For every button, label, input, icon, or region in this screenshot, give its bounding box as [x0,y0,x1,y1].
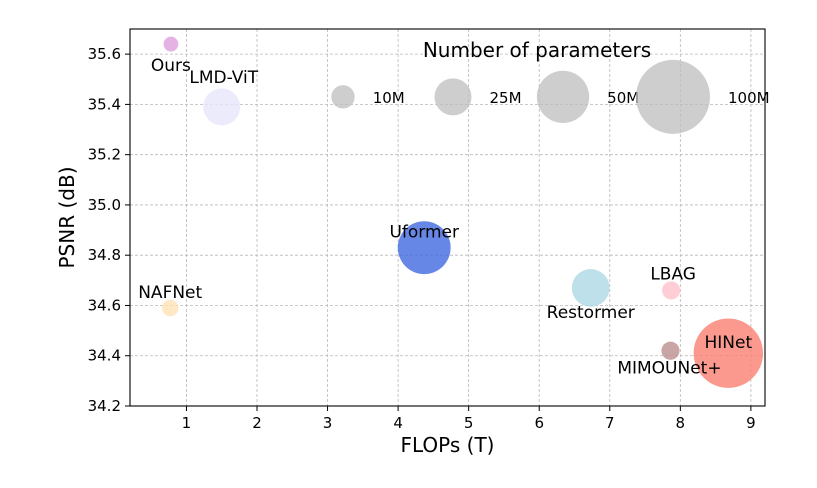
x-tick-label: 3 [323,414,333,432]
bubble-mimounet- [661,341,680,360]
bubble-nafnet [161,299,179,317]
legend-bubble [536,70,590,124]
point-label: LMD-ViT [189,68,258,88]
bubble-uformer [397,221,451,275]
y-axis-label: PSNR (dB) [55,167,79,269]
point-label: Uformer [389,223,459,243]
x-tick-label: 8 [676,414,686,432]
bubble-lbag [662,281,681,300]
x-tick-label: 9 [746,414,756,432]
y-tick-label: 34.6 [88,296,121,314]
bubble-restormer [571,269,610,307]
x-tick-label: 2 [252,414,262,432]
point-label: LBAG [650,264,696,284]
legend-label: 50M [607,89,639,107]
y-tick-label: 35.4 [88,95,121,113]
legend-label: 100M [728,89,770,107]
y-tick-label: 34.2 [88,397,121,415]
legend-title: Number of parameters [423,38,651,62]
x-tick-label: 5 [464,414,474,432]
point-label: Ours [151,56,191,76]
legend-bubble [434,78,472,116]
y-tick-label: 35.6 [88,45,121,63]
bubble-lmd-vit [203,88,241,126]
y-tick-label: 35.0 [88,196,121,214]
x-tick-label: 6 [534,414,544,432]
plot-frame [129,28,766,407]
y-tick-label: 35.2 [88,146,121,164]
legend-label: 25M [490,89,522,107]
bubble-hinet [693,318,764,388]
x-tick-label: 1 [182,414,192,432]
y-tick-label: 34.8 [88,246,121,264]
bubble-ours [163,36,179,52]
ticks: 1 2 3 4 5 6 7 8 9 34.2 34.4 34.6 34.8 35.0 35.2 35.4 35.… [88,45,756,432]
legend-bubble [331,85,355,109]
x-tick-label: 4 [393,414,403,432]
x-axis-label: FLOPs (T) [401,433,495,457]
bubbles [161,36,764,388]
y-tick-label: 34.4 [88,347,121,365]
point-label: HINet [704,333,752,353]
size-legend: Number of parameters 10M 25M 50M 100M [331,38,770,134]
point-label: Restormer [547,303,635,323]
point-label: NAFNet [138,283,202,303]
x-tick-label: 7 [605,414,615,432]
legend-bubble [636,59,710,134]
legend-label: 10M [373,89,405,107]
point-label: MIMOUNet+ [617,359,721,379]
